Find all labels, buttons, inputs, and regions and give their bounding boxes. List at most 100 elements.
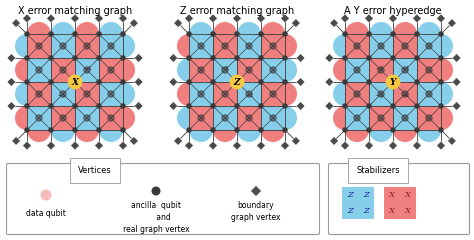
Polygon shape <box>233 141 241 150</box>
Circle shape <box>187 128 191 132</box>
Bar <box>75 58 99 82</box>
Polygon shape <box>95 14 103 23</box>
Circle shape <box>36 115 42 121</box>
FancyBboxPatch shape <box>7 163 319 234</box>
Circle shape <box>198 91 204 97</box>
Polygon shape <box>177 34 189 58</box>
Text: Stabilizers: Stabilizers <box>356 166 400 175</box>
Polygon shape <box>15 82 27 106</box>
Circle shape <box>49 80 53 84</box>
Polygon shape <box>233 14 241 23</box>
Polygon shape <box>15 34 27 58</box>
Polygon shape <box>441 106 453 130</box>
Circle shape <box>259 104 263 108</box>
Circle shape <box>246 115 252 121</box>
Bar <box>51 58 75 82</box>
Polygon shape <box>292 19 300 27</box>
Bar <box>75 106 99 130</box>
Text: boundary
graph vertex: boundary graph vertex <box>231 201 281 222</box>
Polygon shape <box>413 14 421 23</box>
Polygon shape <box>285 34 297 58</box>
Circle shape <box>402 91 408 97</box>
Circle shape <box>270 91 276 97</box>
Polygon shape <box>341 14 349 23</box>
Polygon shape <box>285 106 297 130</box>
Polygon shape <box>177 82 189 106</box>
Circle shape <box>391 104 395 108</box>
Bar <box>393 34 417 58</box>
Circle shape <box>187 104 191 108</box>
Bar <box>261 82 285 106</box>
Circle shape <box>354 115 360 121</box>
Bar <box>384 203 400 219</box>
Circle shape <box>73 56 77 60</box>
Bar <box>261 58 285 82</box>
Circle shape <box>73 32 77 36</box>
Polygon shape <box>341 141 349 150</box>
Bar <box>213 58 237 82</box>
Bar <box>27 34 51 58</box>
Circle shape <box>187 56 191 60</box>
Circle shape <box>402 43 408 49</box>
Polygon shape <box>325 54 334 62</box>
Polygon shape <box>15 58 27 82</box>
Bar <box>342 203 358 219</box>
Circle shape <box>439 128 443 132</box>
Circle shape <box>187 80 191 84</box>
Polygon shape <box>345 130 369 142</box>
Circle shape <box>246 91 252 97</box>
Polygon shape <box>7 78 16 86</box>
Circle shape <box>378 115 384 121</box>
Bar <box>99 106 123 130</box>
Polygon shape <box>7 54 16 62</box>
Polygon shape <box>237 130 261 142</box>
Bar <box>393 58 417 82</box>
Circle shape <box>84 91 90 97</box>
Polygon shape <box>209 14 217 23</box>
Circle shape <box>230 75 244 89</box>
Circle shape <box>439 80 443 84</box>
Circle shape <box>36 67 42 73</box>
Text: X: X <box>389 207 395 215</box>
Polygon shape <box>189 22 213 34</box>
Circle shape <box>121 128 125 132</box>
Polygon shape <box>12 19 20 27</box>
Circle shape <box>439 32 443 36</box>
Circle shape <box>367 56 371 60</box>
Text: X error matching graph: X error matching graph <box>18 6 132 16</box>
Polygon shape <box>27 130 51 142</box>
Circle shape <box>439 56 443 60</box>
Circle shape <box>49 128 53 132</box>
Polygon shape <box>296 102 305 110</box>
Circle shape <box>343 56 347 60</box>
Circle shape <box>415 32 419 36</box>
Bar <box>342 187 358 203</box>
Polygon shape <box>71 14 79 23</box>
Text: X: X <box>72 78 79 87</box>
Circle shape <box>270 67 276 73</box>
Polygon shape <box>285 58 297 82</box>
Bar <box>189 58 213 82</box>
Polygon shape <box>177 106 189 130</box>
Circle shape <box>270 43 276 49</box>
Polygon shape <box>330 137 338 145</box>
Circle shape <box>354 91 360 97</box>
Text: $-1$: $-1$ <box>375 91 385 99</box>
Circle shape <box>49 32 53 36</box>
Circle shape <box>36 91 42 97</box>
Text: Z: Z <box>347 191 353 199</box>
Polygon shape <box>129 19 138 27</box>
Circle shape <box>84 67 90 73</box>
Text: $-1$: $-1$ <box>220 64 230 72</box>
Bar <box>417 82 441 106</box>
Circle shape <box>108 115 114 121</box>
Bar <box>369 58 393 82</box>
Bar <box>369 106 393 130</box>
Bar <box>417 58 441 82</box>
Circle shape <box>259 56 263 60</box>
Bar <box>237 34 261 58</box>
Circle shape <box>121 80 125 84</box>
Circle shape <box>60 91 66 97</box>
Polygon shape <box>437 141 445 150</box>
Text: Vertices: Vertices <box>78 166 112 175</box>
